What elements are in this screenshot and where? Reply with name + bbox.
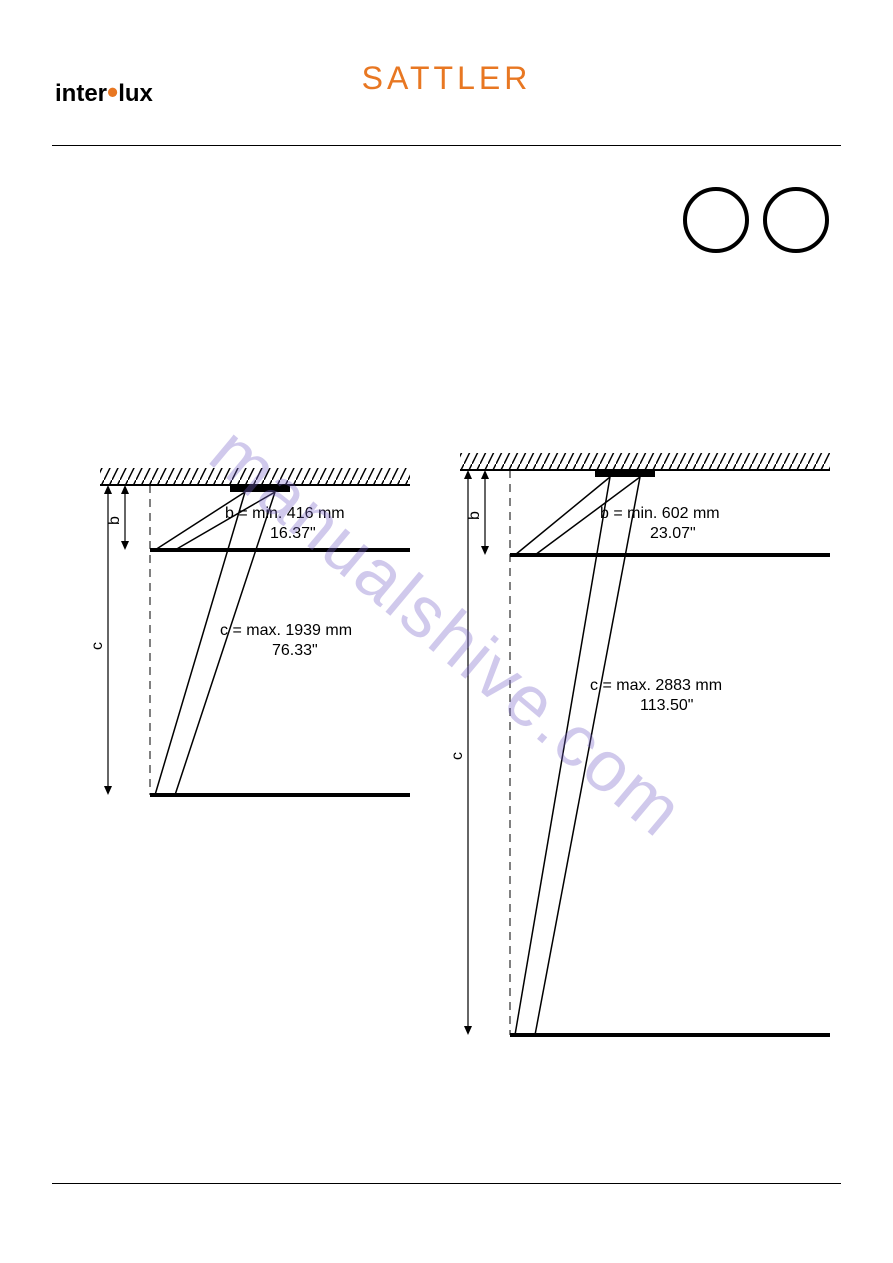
b-label-right-line2: 23.07" <box>650 525 696 542</box>
c-label-right-line1: c = max. 2883 mm <box>590 677 722 694</box>
b-label-right-line1: b = min. 602 mm <box>600 505 720 522</box>
c-label-right-line2: 113.50" <box>640 697 693 714</box>
footer-rule <box>52 1183 841 1184</box>
c-axis-label-right: c <box>449 752 466 760</box>
